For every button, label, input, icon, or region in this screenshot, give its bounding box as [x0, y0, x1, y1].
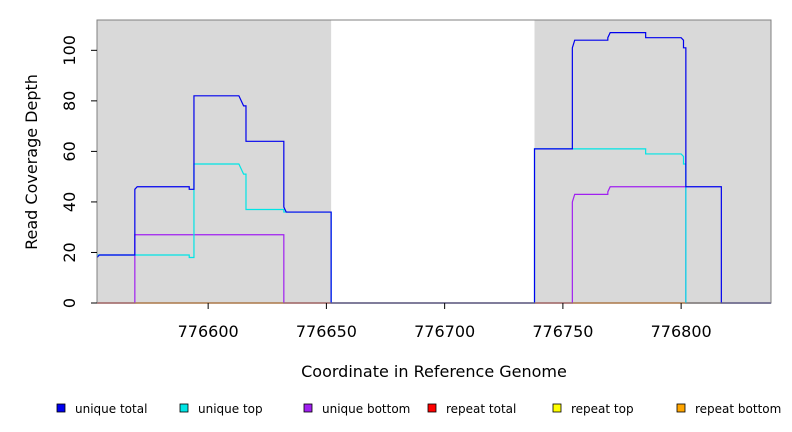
y-tick-label: 80 [60, 91, 79, 111]
legend-swatch-unique-bottom [303, 403, 313, 413]
legend-label-unique-bottom: unique bottom [322, 402, 410, 416]
background-region-2 [534, 20, 771, 303]
axes: 776600 776650 776700 776750 776800 0 20 40 60 80 1… [60, 35, 712, 341]
x-tick-label: 776800 [651, 322, 712, 341]
x-tick-label: 776750 [532, 322, 593, 341]
legend-swatch-unique-top [179, 403, 189, 413]
y-axis-label: Read Coverage Depth [22, 74, 41, 250]
plot-frame [96, 19, 772, 304]
legend-label-repeat-total: repeat total [446, 402, 516, 416]
legend: unique total unique top unique bottom repea… [56, 402, 781, 416]
x-tick-label: 776700 [414, 322, 475, 341]
x-tick-label: 776650 [296, 322, 357, 341]
background-regions [97, 20, 771, 303]
legend-swatch-repeat-top [552, 403, 562, 413]
legend-label-unique-top: unique top [198, 402, 263, 416]
legend-label-repeat-bottom: repeat bottom [695, 402, 781, 416]
y-tick-label: 100 [60, 35, 79, 66]
legend-swatch-unique-total [56, 403, 66, 413]
y-tick-label: 0 [60, 298, 79, 308]
y-tick-label: 40 [60, 192, 79, 212]
background-region-1 [97, 20, 332, 303]
x-axis-label: Coordinate in Reference Genome [301, 362, 567, 381]
x-tick-label: 776600 [178, 322, 239, 341]
legend-label-unique-total: unique total [75, 402, 147, 416]
y-tick-label: 60 [60, 141, 79, 161]
legend-swatch-repeat-total [427, 403, 437, 413]
legend-swatch-repeat-bottom [676, 403, 686, 413]
series-line-unique-bottom [97, 186, 771, 304]
legend-label-repeat-top: repeat top [571, 402, 634, 416]
y-tick-label: 20 [60, 242, 79, 262]
